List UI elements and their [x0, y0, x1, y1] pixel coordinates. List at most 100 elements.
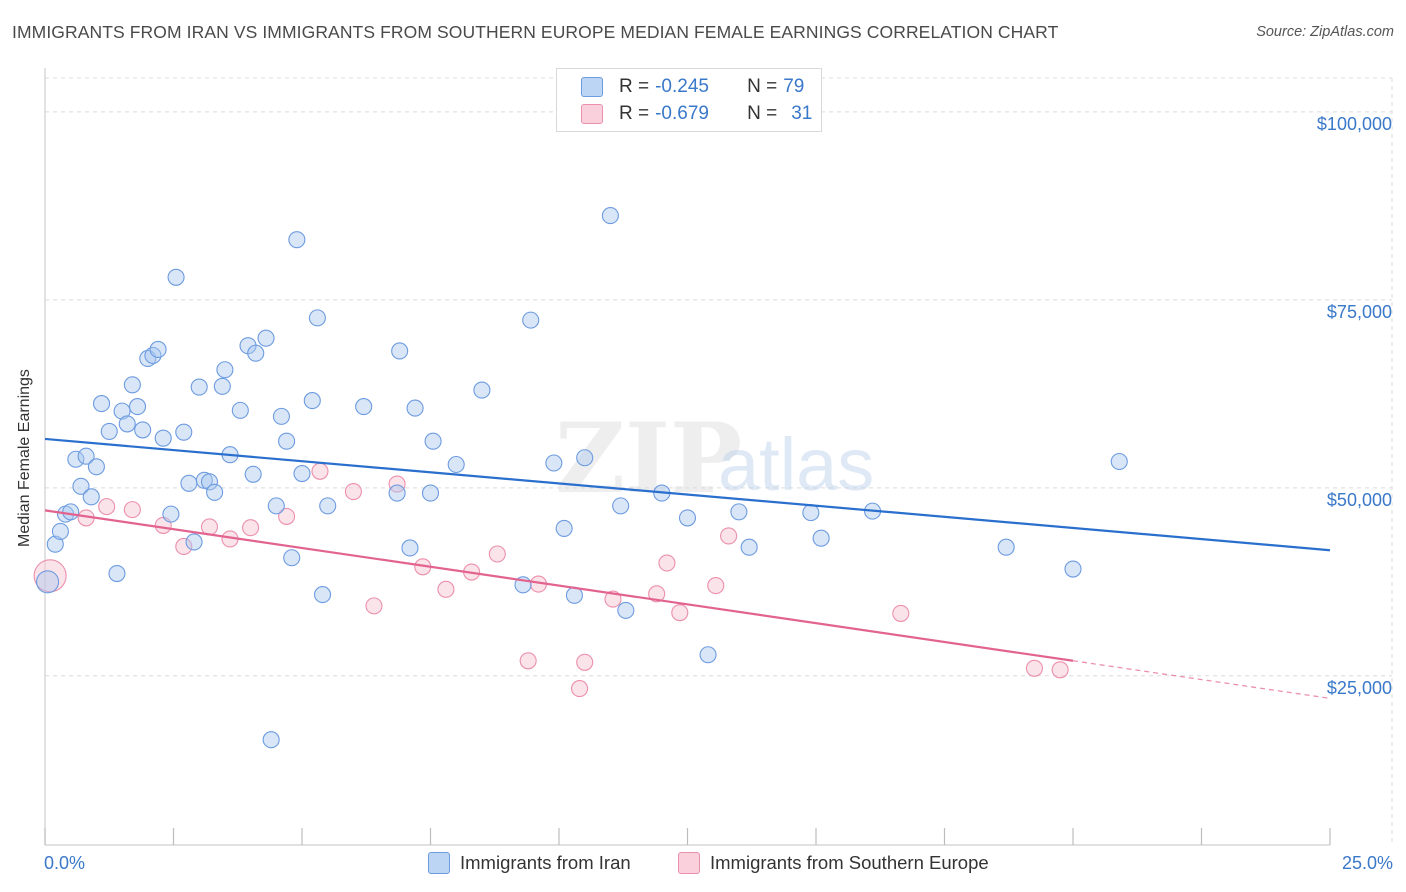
- point-iran: [244, 465, 262, 483]
- point-southern-europe: [671, 604, 689, 622]
- point-iran: [67, 450, 85, 468]
- y-tick-label: $25,000: [1327, 678, 1392, 698]
- trend-line-southern-europe-extension: [1072, 660, 1331, 700]
- legend-r-label: R =: [619, 76, 650, 97]
- point-iran: [447, 455, 465, 474]
- trend-line-iran: [44, 437, 1331, 552]
- legend-row-europe: R = -0.679 N = 31: [581, 101, 812, 127]
- trend-line-southern-europe: [44, 509, 1074, 662]
- point-iran: [617, 601, 635, 619]
- point-iran: [46, 535, 64, 553]
- bottom-legend-iran: Immigrants from Iran: [428, 852, 631, 874]
- point-iran: [997, 538, 1015, 556]
- bottom-legend-label-iran: Immigrants from Iran: [460, 852, 631, 873]
- point-iran: [128, 398, 147, 416]
- point-iran: [576, 449, 594, 467]
- point-iran: [267, 497, 285, 515]
- point-iran: [51, 522, 69, 540]
- tick-labels: $25,000 $50,000 $75,000 $100,000 0.0% 25.0%: [44, 114, 1393, 873]
- point-southern-europe: [242, 519, 260, 537]
- point-iran: [319, 497, 337, 515]
- point-iran: [108, 564, 126, 583]
- point-iran: [175, 423, 193, 441]
- point-iran: [100, 422, 118, 440]
- legend-r-label: R =: [619, 103, 650, 124]
- point-iran: [401, 539, 419, 557]
- point-southern-europe: [388, 475, 406, 493]
- point-southern-europe: [658, 554, 676, 572]
- point-southern-europe: [488, 545, 506, 563]
- point-southern-europe: [311, 462, 329, 480]
- point-iran: [190, 378, 208, 396]
- y-tick-label: $50,000: [1327, 490, 1392, 510]
- point-iran: [1064, 560, 1082, 578]
- point-iran: [314, 586, 332, 604]
- bottom-legend-swatch-iran: [428, 852, 450, 874]
- axes: [44, 68, 1331, 846]
- point-southern-europe: [892, 604, 910, 622]
- legend-swatch-europe: [581, 104, 603, 124]
- point-iran: [812, 529, 830, 547]
- point-iran: [123, 376, 141, 394]
- point-iran: [149, 340, 167, 359]
- legend-n-value-iran: 79: [783, 76, 805, 97]
- point-iran: [200, 473, 219, 491]
- point-iran: [216, 361, 234, 379]
- point-iran: [185, 533, 203, 551]
- bottom-legend-label-europe: Immigrants from Southern Europe: [710, 852, 989, 873]
- bottom-legend-europe: Immigrants from Southern Europe: [678, 852, 989, 874]
- point-southern-europe: [437, 580, 455, 598]
- legend-r-value-europe: -0.679: [655, 103, 709, 124]
- point-southern-europe: [576, 653, 594, 671]
- point-iran: [134, 421, 152, 439]
- point-iran: [278, 432, 296, 450]
- point-iran: [213, 377, 231, 395]
- correlation-legend: R = -0.245 N = 79 R = -0.679 N = 31: [556, 68, 822, 132]
- point-iran: [72, 477, 90, 495]
- point-iran: [118, 415, 136, 433]
- point-iran: [92, 395, 111, 413]
- point-southern-europe: [98, 498, 116, 516]
- point-iran: [802, 504, 820, 522]
- point-iran: [303, 392, 321, 410]
- point-iran: [247, 344, 265, 362]
- point-iran: [391, 342, 409, 360]
- point-iran: [272, 407, 290, 425]
- point-iran: [678, 509, 697, 527]
- point-southern-europe: [278, 507, 296, 525]
- legend-n-label: N =: [747, 103, 778, 124]
- point-southern-europe: [175, 537, 193, 556]
- point-iran: [206, 483, 224, 501]
- point-iran: [180, 474, 198, 492]
- point-iran: [555, 519, 573, 537]
- point-iran: [231, 401, 249, 419]
- point-southern-europe: [571, 680, 589, 698]
- point-iran: [355, 398, 373, 416]
- legend-row-iran: R = -0.245 N = 79: [581, 74, 804, 100]
- point-iran: [113, 402, 131, 420]
- point-iran: [740, 538, 758, 556]
- point-iran: [421, 484, 440, 502]
- legend-swatch-iran: [581, 77, 603, 97]
- legend-r-value-iran: -0.245: [655, 76, 709, 97]
- point-iran: [522, 311, 540, 329]
- point-southern-europe: [123, 501, 141, 519]
- point-iran: [77, 447, 95, 465]
- point-iran: [473, 381, 491, 399]
- x-tick-label: 25.0%: [1342, 853, 1393, 873]
- point-iran: [82, 488, 100, 506]
- watermark-atlas: atlas: [718, 423, 874, 506]
- point-southern-europe: [648, 585, 666, 603]
- point-iran: [1110, 452, 1128, 471]
- point-southern-europe: [707, 577, 725, 595]
- point-iran: [87, 458, 105, 476]
- point-iran: [545, 454, 563, 472]
- point-iran: [288, 231, 306, 249]
- point-iran: [699, 646, 717, 664]
- chart-title: IMMIGRANTS FROM IRAN VS IMMIGRANTS FROM …: [12, 22, 1059, 42]
- bottom-legend-swatch-europe: [678, 852, 700, 874]
- point-southern-europe: [1051, 661, 1069, 679]
- point-iran: [154, 429, 172, 447]
- y-tick-label: $75,000: [1327, 302, 1392, 322]
